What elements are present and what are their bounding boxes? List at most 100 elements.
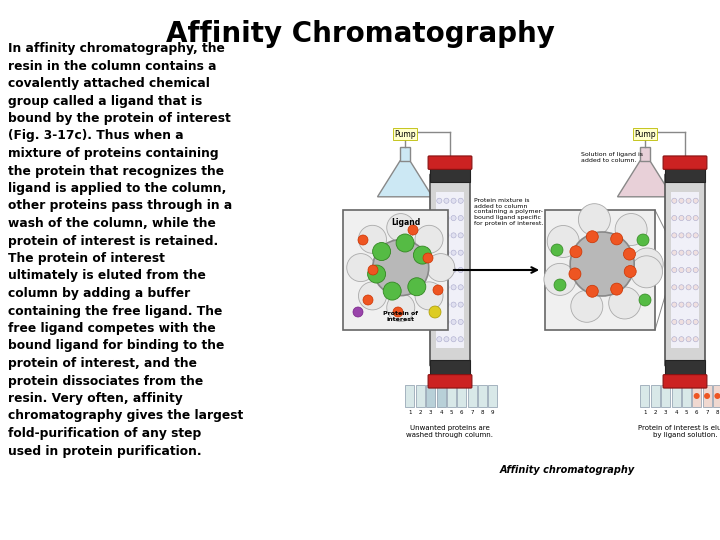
Text: used in protein purification.: used in protein purification. [8, 444, 202, 457]
Text: resin. Very often, affinity: resin. Very often, affinity [8, 392, 183, 405]
Bar [426, 385, 435, 407]
Circle shape [451, 336, 456, 342]
Circle shape [458, 302, 463, 307]
Circle shape [353, 307, 363, 317]
Bar [343, 210, 448, 330]
Text: group called a ligand that is: group called a ligand that is [8, 94, 202, 107]
Circle shape [544, 264, 576, 295]
Circle shape [393, 307, 403, 317]
Circle shape [383, 282, 401, 300]
Text: ligand is applied to the column,: ligand is applied to the column, [8, 182, 226, 195]
Circle shape [686, 336, 691, 342]
Circle shape [679, 233, 684, 238]
Circle shape [679, 285, 684, 290]
Circle shape [437, 302, 442, 307]
Bar [545, 210, 655, 330]
Text: 8: 8 [716, 410, 719, 415]
Circle shape [586, 285, 598, 297]
Text: Unwanted proteins are
washed through column.: Unwanted proteins are washed through col… [407, 425, 493, 438]
Text: chromatography gives the largest: chromatography gives the largest [8, 409, 243, 422]
Circle shape [686, 285, 691, 290]
Circle shape [693, 215, 698, 221]
Bar [436, 192, 464, 348]
Circle shape [437, 215, 442, 221]
Circle shape [451, 285, 456, 290]
Bar [430, 360, 470, 376]
Circle shape [437, 198, 442, 204]
Text: Protein mixture is
added to column
containing a polymer-
bound ligand specific
f: Protein mixture is added to column conta… [474, 198, 544, 226]
Circle shape [373, 240, 428, 295]
Circle shape [639, 294, 651, 306]
Circle shape [615, 213, 647, 246]
Circle shape [444, 336, 449, 342]
Circle shape [686, 319, 691, 325]
Circle shape [396, 234, 414, 252]
Circle shape [437, 319, 442, 325]
Circle shape [423, 253, 433, 263]
Circle shape [672, 319, 677, 325]
Circle shape [368, 265, 378, 275]
Circle shape [444, 198, 449, 204]
Text: bound by the protein of interest: bound by the protein of interest [8, 112, 230, 125]
Text: mixture of proteins containing: mixture of proteins containing [8, 147, 219, 160]
Circle shape [693, 393, 700, 399]
Circle shape [586, 231, 598, 243]
Text: 3: 3 [429, 410, 433, 415]
Circle shape [569, 268, 581, 280]
Circle shape [686, 233, 691, 238]
Text: bound ligand for binding to the: bound ligand for binding to the [8, 340, 225, 353]
Text: free ligand competes with the: free ligand competes with the [8, 322, 216, 335]
Circle shape [679, 319, 684, 325]
Circle shape [437, 336, 442, 342]
Text: resin in the column contains a: resin in the column contains a [8, 59, 217, 72]
Circle shape [433, 285, 443, 295]
Text: column by adding a buffer: column by adding a buffer [8, 287, 190, 300]
Circle shape [451, 215, 456, 221]
FancyBboxPatch shape [663, 156, 707, 170]
Circle shape [631, 248, 663, 280]
Text: wash of the column, while the: wash of the column, while the [8, 217, 216, 230]
Bar [478, 385, 487, 407]
Circle shape [714, 393, 720, 399]
Text: ultimately is eluted from the: ultimately is eluted from the [8, 269, 206, 282]
FancyBboxPatch shape [428, 375, 472, 388]
Circle shape [359, 282, 387, 310]
Text: Protein of
interest: Protein of interest [383, 311, 418, 322]
Text: fold-purification of any step: fold-purification of any step [8, 427, 202, 440]
Circle shape [451, 233, 456, 238]
FancyBboxPatch shape [663, 375, 707, 388]
Text: 2: 2 [654, 410, 657, 415]
Circle shape [637, 234, 649, 246]
Text: Ligand: Ligand [391, 218, 420, 227]
Polygon shape [640, 147, 650, 161]
Circle shape [570, 246, 582, 258]
Circle shape [686, 302, 691, 307]
Bar [430, 166, 470, 181]
Text: Affinity chromatography: Affinity chromatography [500, 465, 635, 475]
Bar [416, 385, 425, 407]
FancyBboxPatch shape [428, 156, 472, 170]
Circle shape [413, 246, 431, 264]
Circle shape [451, 267, 456, 273]
Circle shape [611, 233, 623, 245]
Circle shape [608, 287, 641, 319]
Circle shape [347, 254, 374, 281]
Circle shape [672, 336, 677, 342]
Circle shape [451, 250, 456, 255]
Bar [665, 360, 705, 376]
Text: 7: 7 [706, 410, 708, 415]
Circle shape [686, 198, 691, 204]
Text: containing the free ligand. The: containing the free ligand. The [8, 305, 222, 318]
Bar [457, 385, 467, 407]
Circle shape [679, 215, 684, 221]
Circle shape [444, 319, 449, 325]
Text: The protein of interest: The protein of interest [8, 252, 165, 265]
Text: 9: 9 [491, 410, 495, 415]
Text: 6: 6 [460, 410, 464, 415]
Text: the protein that recognizes the: the protein that recognizes the [8, 165, 224, 178]
Circle shape [415, 282, 443, 310]
Circle shape [686, 267, 691, 273]
Text: (Fig. 3-17c). Thus when a: (Fig. 3-17c). Thus when a [8, 130, 184, 143]
Circle shape [693, 250, 698, 255]
Circle shape [672, 285, 677, 290]
